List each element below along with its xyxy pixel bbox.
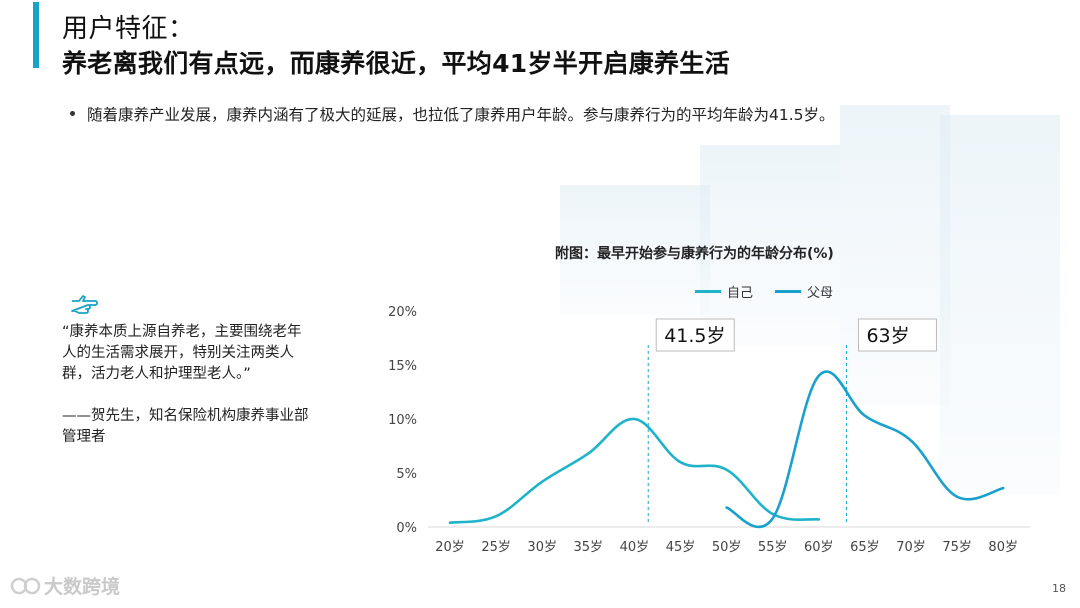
annotation-label: 41.5岁 [664,325,725,347]
legend-item-parents: 父母 [775,282,833,301]
quote-author: ——贺先生，知名保险机构康养事业部管理者 [62,408,309,445]
watermark-text: 大数跨境 [44,576,121,598]
y-tick-label: 15% [388,359,417,374]
x-tick-label: 70岁 [896,540,926,555]
watermark: 大数跨境 [10,572,120,599]
page-subtitle: 养老离我们有点远，而康养很近，平均41岁半开启康养生活 [62,49,730,78]
chart-legend: 自己 父母 [695,282,855,301]
watermark-logo-icon [10,577,41,594]
background-decoration [940,115,1060,495]
x-tick-label: 35岁 [574,540,604,555]
series-line-parents [725,370,1005,529]
annotation-label: 63岁 [866,325,909,347]
x-tick-label: 45岁 [666,540,696,555]
legend-label-self: 自己 [727,286,754,301]
quote-text: “康养本质上源自养老，主要围绕老年人的生活需求展开，特别关注两类人群，活力老人和… [62,324,302,382]
legend-item-self: 自己 [695,282,753,301]
y-tick-label: 0% [396,521,417,536]
x-tick-label: 20岁 [435,540,465,555]
y-tick-label: 20% [388,305,417,320]
background-decoration [700,145,840,345]
x-tick-label: 30岁 [527,540,557,555]
x-tick-label: 50岁 [712,540,742,555]
page-title: 用户特征： [62,14,195,44]
x-tick-label: 40岁 [620,540,650,555]
x-tick-label: 80岁 [988,540,1018,555]
bullet-text: 随着康养产业发展，康养内涵有了极大的延展，也拉低了康养用户年龄。参与康养行为的平… [87,106,835,124]
y-tick-label: 5% [396,467,417,482]
x-tick-label: 75岁 [942,540,972,555]
background-decoration [840,105,950,405]
annotation-box [857,318,937,352]
y-tick-label: 10% [388,413,417,428]
page-number: 18 [1052,582,1066,595]
legend-label-parents: 父母 [807,286,834,301]
background-decoration [560,185,710,315]
legend-swatch-self [695,290,721,293]
annotation-box [655,318,735,352]
x-tick-label: 55岁 [758,540,788,555]
legend-swatch-parents [775,290,802,293]
bullet-point: 随着康养产业发展，康养内涵有了极大的延展，也拉低了康养用户年龄。参与康养行为的平… [70,103,835,125]
title-accent-bar [33,2,39,68]
bullet-dot-icon [70,111,75,116]
x-tick-label: 25岁 [481,540,511,555]
series-line-self [448,417,821,524]
pointing-hand-icon [70,292,98,316]
chart-title: 附图：最早开始参与康养行为的年龄分布(%) [555,246,834,262]
x-tick-label: 65岁 [850,540,880,555]
x-tick-label: 60岁 [804,540,834,555]
